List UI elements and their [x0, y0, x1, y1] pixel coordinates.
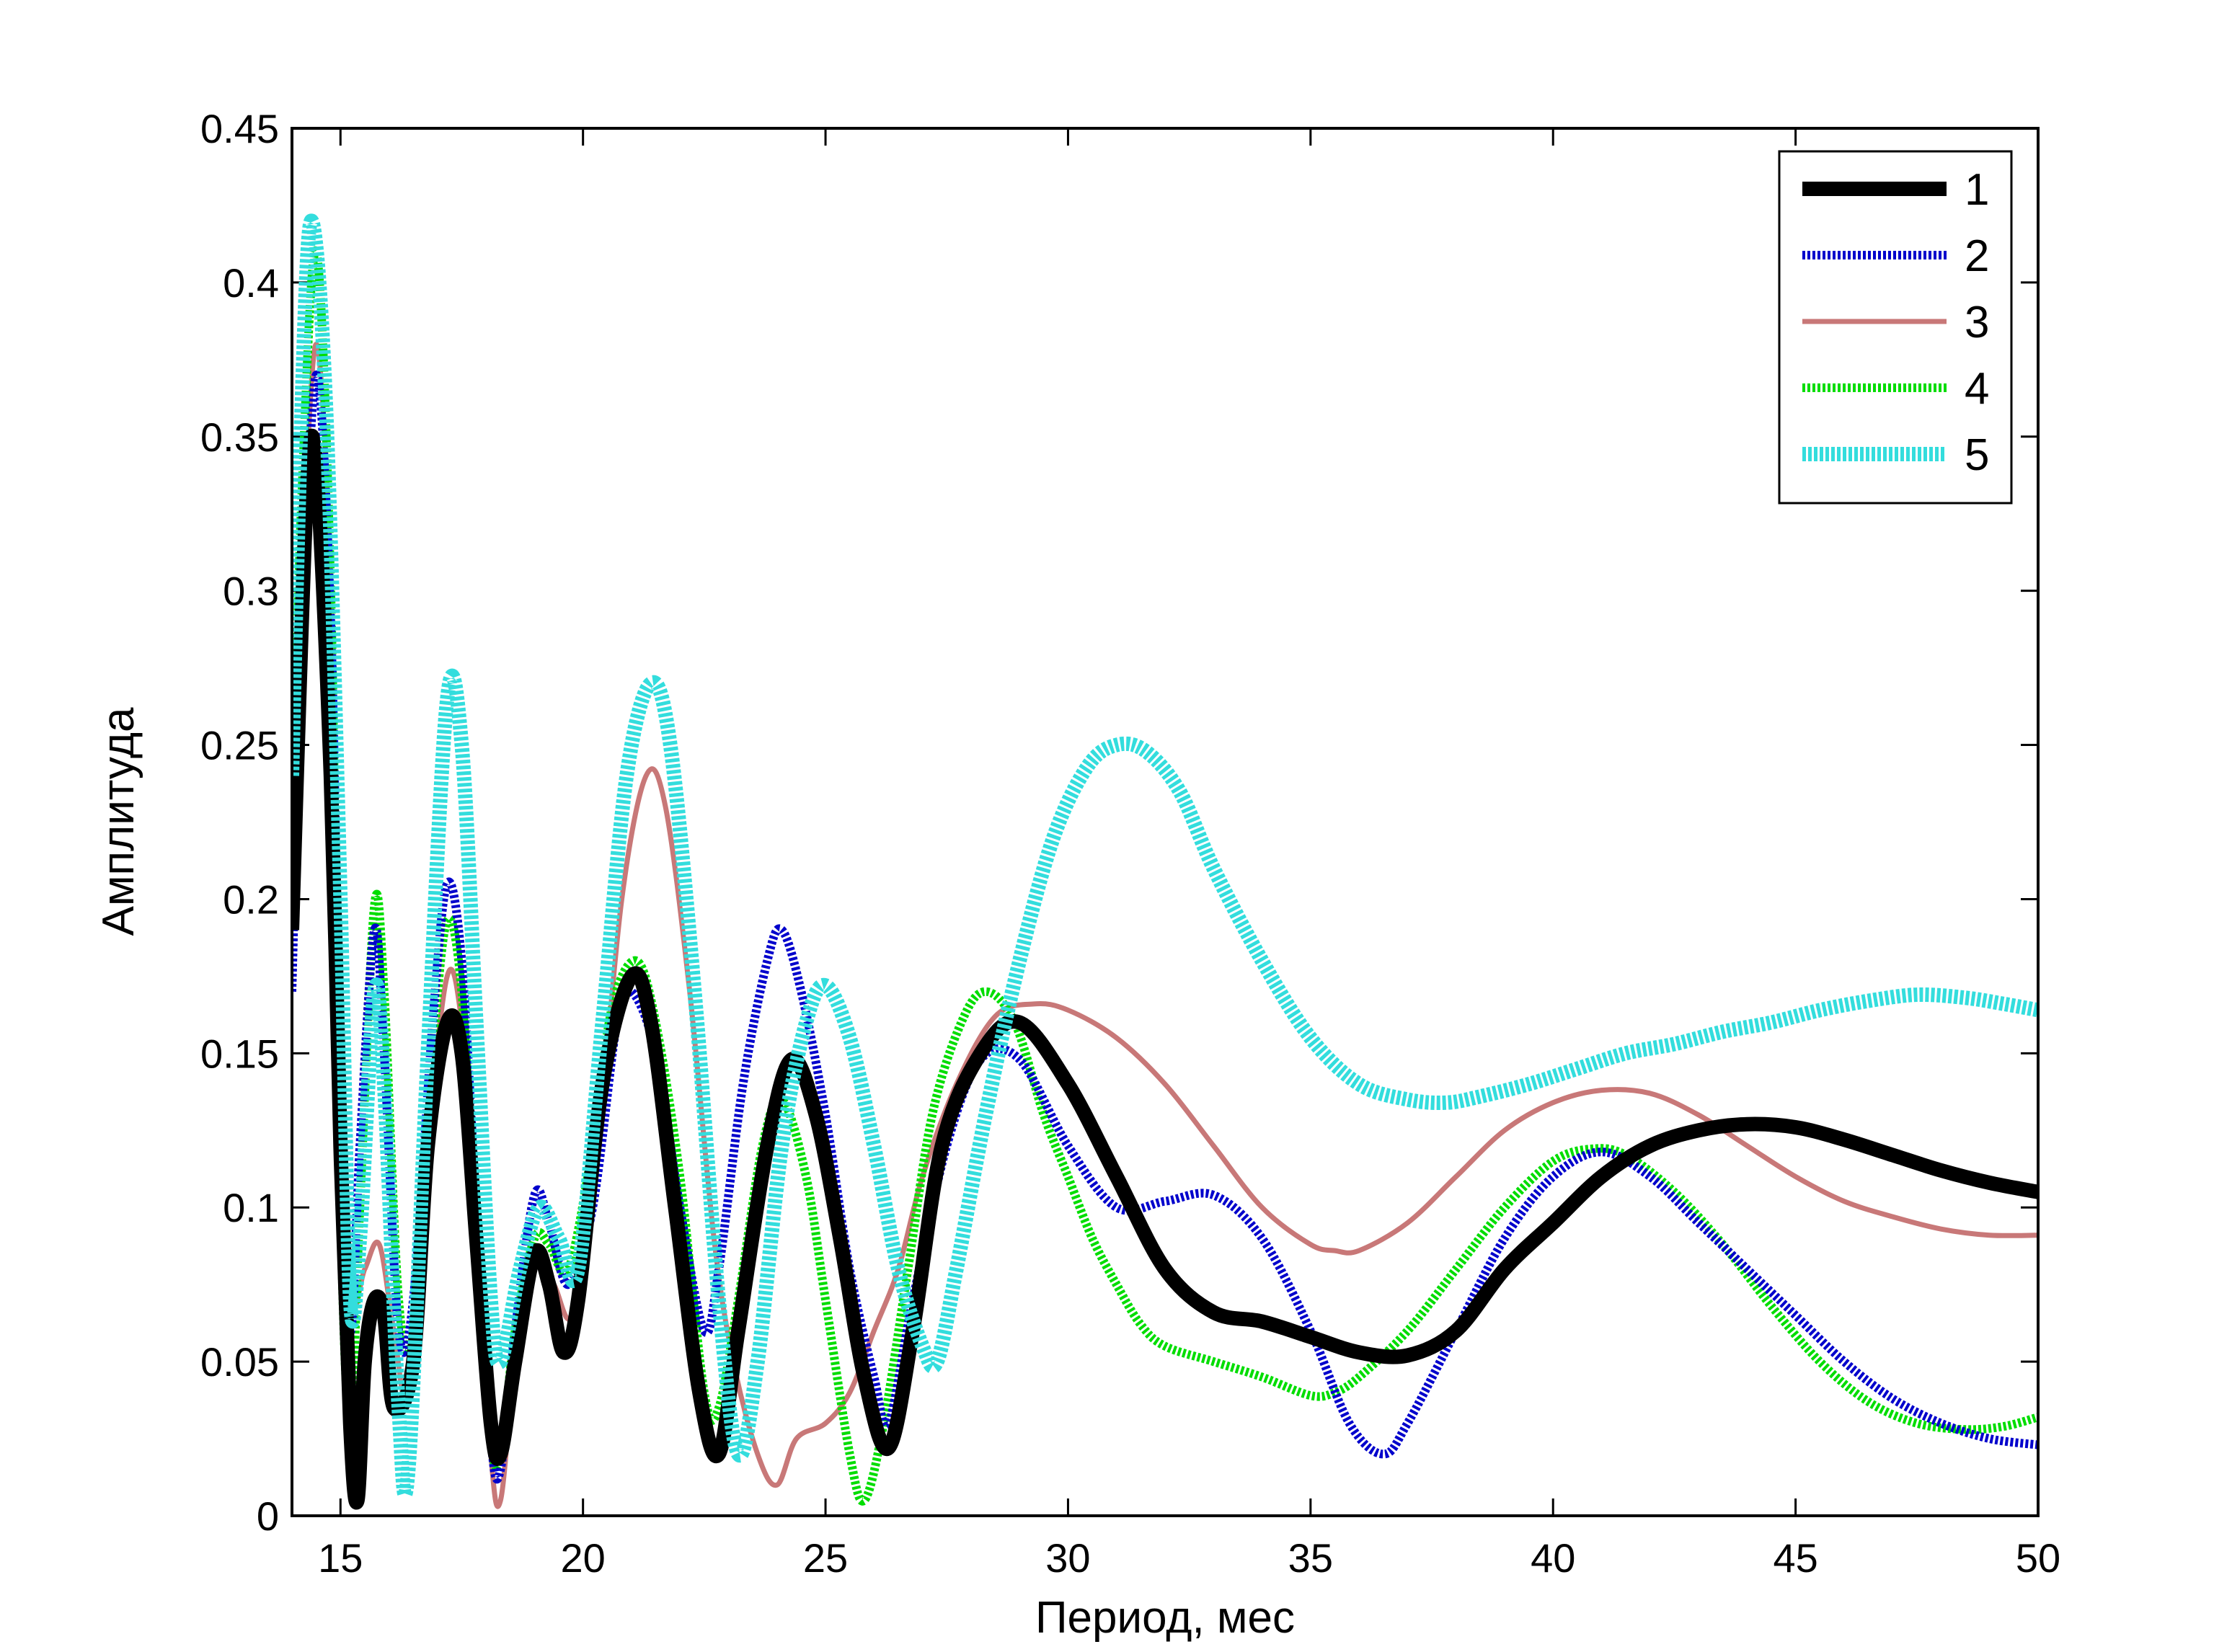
- x-tick-label: 50: [2016, 1535, 2060, 1581]
- y-tick-label: 0.25: [200, 723, 279, 768]
- y-tick-label: 0.35: [200, 414, 279, 460]
- series-1-line: [292, 428, 2038, 1510]
- labels-layer: 15 20 25 30 35 40 45 5000.050.10.150.20.250.30.…: [200, 106, 2060, 1581]
- y-tick-label: 0.15: [200, 1031, 279, 1076]
- y-tick-label: 0.1: [223, 1185, 279, 1230]
- series-2-line: [292, 370, 2038, 1484]
- x-tick-label: 30: [1045, 1535, 1090, 1581]
- legend-label-4: 4: [1965, 364, 1989, 414]
- legend-label-3: 3: [1965, 298, 1989, 347]
- x-tick-label: 45: [1773, 1535, 1817, 1581]
- legend: 1 2 3 4 5: [1778, 150, 2013, 505]
- legend-label-1: 1: [1965, 165, 1989, 215]
- x-tick-label: 40: [1531, 1535, 1575, 1581]
- y-tick-label: 0: [257, 1493, 279, 1539]
- y-tick-label: 0.4: [223, 260, 279, 306]
- plot-frame: [291, 127, 2040, 1517]
- y-tick-label: 0.2: [223, 876, 279, 922]
- legend-label-2: 2: [1965, 231, 1989, 281]
- legend-label-5: 5: [1965, 430, 1989, 480]
- x-tick-label: 20: [561, 1535, 606, 1581]
- x-tick-label: 25: [803, 1535, 848, 1581]
- x-tick-label: 15: [318, 1535, 363, 1581]
- series-layer: [292, 213, 2038, 1510]
- y-axis-label: Амплитуда: [94, 707, 143, 936]
- legend-box: [1778, 150, 2013, 505]
- y-tick-label: 0.05: [200, 1339, 279, 1385]
- y-tick-label: 0.3: [223, 569, 279, 614]
- y-tick-label: 0.45: [200, 106, 279, 151]
- x-axis-label: Период, мес: [1035, 1593, 1295, 1643]
- series-5-line: [292, 213, 2038, 1502]
- x-tick-label: 35: [1288, 1535, 1333, 1581]
